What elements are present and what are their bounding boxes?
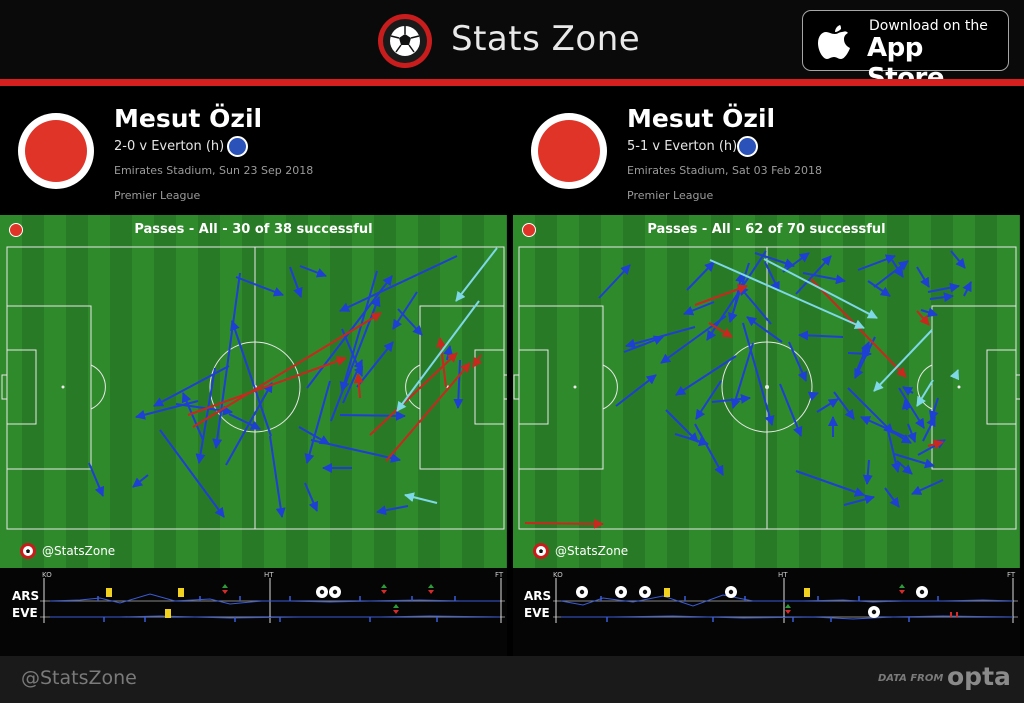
- competition: Premier League: [627, 189, 714, 202]
- appstore-line1: Download on the: [869, 18, 988, 34]
- football-icon: [725, 586, 737, 598]
- team-badge: [531, 113, 607, 189]
- player-name: Mesut Özil: [627, 104, 776, 133]
- timeline-ft: FT: [495, 571, 504, 579]
- competition: Premier League: [114, 189, 201, 202]
- timeline-ht: HT: [264, 571, 274, 579]
- match-panel-left: Mesut Özil 2-0 v Everton (h) Emirates St…: [0, 86, 507, 656]
- timeline-home: ARS: [12, 589, 40, 603]
- pitch-title: Passes - All - 62 of 70 successful: [647, 222, 886, 237]
- stats-zone-logo-icon: [533, 543, 549, 559]
- data-from-label: DATA FROM: [878, 673, 944, 684]
- stats-zone-logo-icon: [376, 12, 434, 70]
- app-store-button[interactable]: Download on the App Store: [802, 10, 1009, 93]
- timeline-ko: KO: [42, 571, 52, 579]
- team-dot: [9, 223, 23, 237]
- football-icon: [329, 586, 341, 598]
- pitch-handle-label: @StatsZone: [42, 544, 116, 558]
- match-venue: Emirates Stadium, Sun 23 Sep 2018: [114, 164, 314, 177]
- timeline-home: ARS: [524, 589, 552, 603]
- match-score: 2-0 v Everton (h): [114, 139, 225, 154]
- yellow-card-icon: [178, 588, 184, 597]
- pitch-handle[interactable]: @StatsZone: [533, 543, 628, 559]
- pitch-handle-label: @StatsZone: [555, 544, 629, 558]
- pitch-handle[interactable]: @StatsZone: [20, 543, 115, 559]
- yellow-card-icon: [106, 588, 112, 597]
- yellow-card-icon: [664, 588, 670, 597]
- stats-zone-logo-icon: [20, 543, 36, 559]
- player-header: Mesut Özil 2-0 v Everton (h) Emirates St…: [0, 86, 507, 215]
- match-panel-right: Mesut Özil 5-1 v Everton (h) Emirates St…: [513, 86, 1020, 656]
- football-icon: [576, 586, 588, 598]
- player-name: Mesut Özil: [114, 104, 263, 133]
- match-score: 5-1 v Everton (h): [627, 139, 738, 154]
- match-venue: Emirates Stadium, Sat 03 Feb 2018: [627, 164, 823, 177]
- timeline-ko: KO: [553, 571, 563, 579]
- team-badge: [18, 113, 94, 189]
- yellow-card-icon: [165, 609, 171, 618]
- footer-handle[interactable]: @StatsZone: [21, 667, 137, 689]
- brand-divider: [0, 79, 1024, 86]
- yellow-card-icon: [804, 588, 810, 597]
- pitch-title: Passes - All - 30 of 38 successful: [134, 222, 373, 237]
- player-header: Mesut Özil 5-1 v Everton (h) Emirates St…: [513, 86, 1020, 215]
- footer-bar: @StatsZone DATA FROM opta: [0, 656, 1024, 703]
- opponent-badge: [737, 136, 758, 157]
- timeline-ht: HT: [778, 571, 788, 579]
- apple-icon: [818, 25, 850, 59]
- pass-map: Passes - All - 30 of 38 successful @Stat…: [0, 215, 507, 568]
- match-timeline: KO HT FT ARS EVE: [0, 568, 507, 656]
- brand-title: Stats Zone: [451, 19, 641, 59]
- football-icon: [868, 606, 880, 618]
- pass-map: Passes - All - 62 of 70 successful @Stat…: [513, 215, 1020, 568]
- football-icon: [615, 586, 627, 598]
- opta-logo: opta: [947, 662, 1011, 691]
- football-icon: [316, 586, 328, 598]
- timeline-away: EVE: [524, 606, 550, 620]
- match-timeline: KO HT FT ARS EVE: [513, 568, 1020, 656]
- timeline-away: EVE: [12, 606, 38, 620]
- top-bar: Stats Zone Download on the App Store: [0, 0, 1024, 93]
- timeline-ft: FT: [1007, 571, 1016, 579]
- opponent-badge: [227, 136, 248, 157]
- football-icon: [639, 586, 651, 598]
- football-icon: [916, 586, 928, 598]
- team-dot: [522, 223, 536, 237]
